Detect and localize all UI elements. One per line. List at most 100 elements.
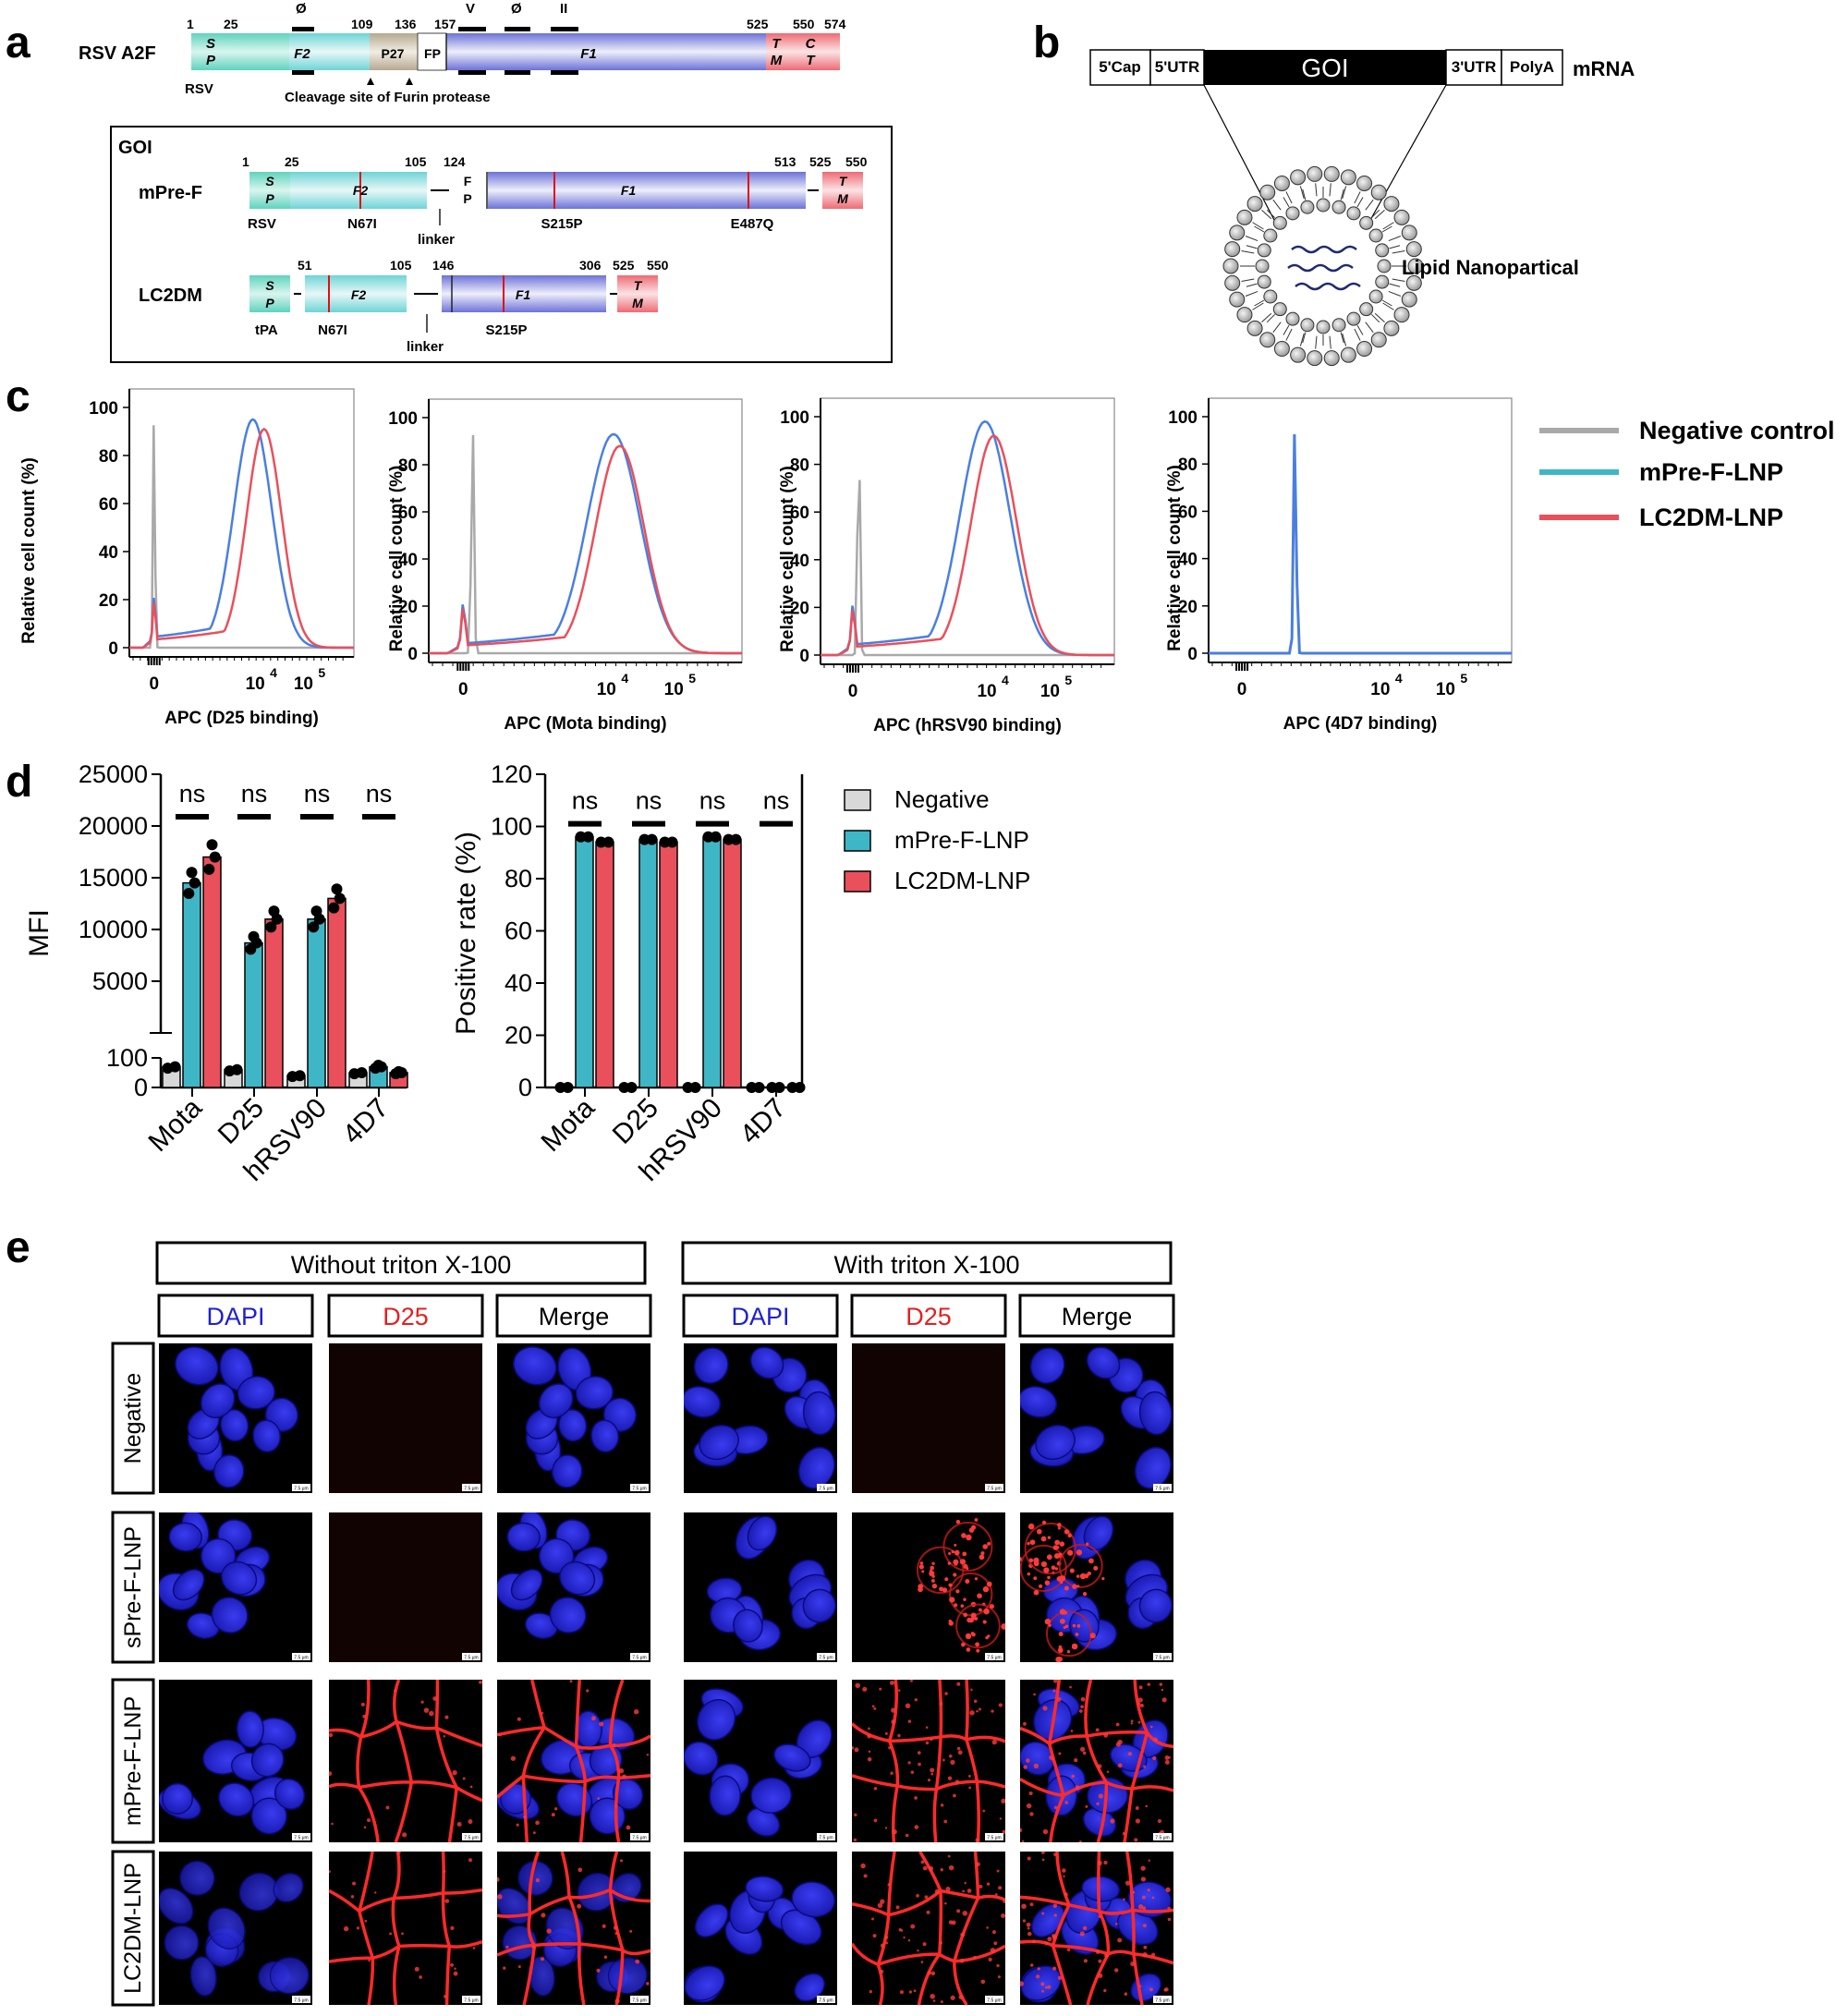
y-tick-label: 40 bbox=[505, 969, 532, 997]
y-axis-label: Relative cell count (%) bbox=[1165, 465, 1185, 651]
puncta bbox=[1076, 1624, 1081, 1628]
y-axis-label: Relative cell count (%) bbox=[778, 466, 797, 652]
puncta bbox=[385, 1805, 390, 1810]
membrane-edge bbox=[978, 1894, 1005, 1902]
membrane-edge bbox=[394, 1891, 444, 1901]
puncta bbox=[619, 1859, 624, 1863]
panel-e-microscopy: Without triton X-100 With triton X-100 DAP… bbox=[111, 1241, 1175, 2007]
cell-outline bbox=[955, 1603, 1001, 1649]
y-tick-label: 40 bbox=[398, 551, 418, 570]
nucleus bbox=[794, 1973, 825, 2002]
puncta bbox=[969, 1710, 975, 1716]
y-tick-label: 20000 bbox=[79, 812, 148, 840]
puncta bbox=[869, 1990, 872, 1994]
data-point bbox=[666, 836, 678, 848]
puncta bbox=[1098, 1793, 1103, 1799]
puncta bbox=[1020, 1828, 1023, 1833]
puncta bbox=[957, 1750, 963, 1755]
puncta bbox=[423, 1707, 430, 1713]
x-tick-label: 10 bbox=[597, 680, 616, 699]
membrane-edge bbox=[934, 1736, 942, 1790]
puncta bbox=[939, 1941, 942, 1945]
puncta bbox=[1079, 1931, 1085, 1937]
channel-header: D25 bbox=[906, 1303, 952, 1330]
data-point bbox=[626, 1082, 638, 1093]
row-header-box bbox=[111, 1850, 155, 2007]
data-point bbox=[268, 905, 280, 917]
puncta bbox=[1047, 1575, 1051, 1580]
puncta bbox=[535, 1820, 540, 1826]
puncta bbox=[1145, 1804, 1148, 1808]
puncta bbox=[974, 1616, 979, 1621]
membrane-edge bbox=[1020, 1778, 1064, 1797]
membrane-edge bbox=[609, 1888, 650, 1903]
puncta bbox=[633, 1709, 639, 1715]
puncta bbox=[1059, 1609, 1066, 1615]
lipid-tail bbox=[1252, 302, 1264, 310]
micrograph-tile: 7.5 μm bbox=[684, 1512, 837, 1662]
puncta bbox=[1033, 1693, 1036, 1696]
puncta bbox=[1075, 1785, 1080, 1791]
lipid-head bbox=[1405, 274, 1422, 291]
membrane-edge bbox=[528, 1852, 541, 1914]
pos-label: 25 bbox=[285, 154, 299, 169]
membrane-edge bbox=[497, 1725, 545, 1737]
lipid-tail bbox=[1354, 191, 1361, 204]
membrane-edge bbox=[1047, 1743, 1065, 1796]
puncta bbox=[1165, 1887, 1171, 1893]
tile-content bbox=[159, 1710, 306, 1835]
x-tick-label: 10 bbox=[1040, 682, 1060, 701]
puncta bbox=[468, 1819, 473, 1825]
lipid-tail bbox=[1389, 245, 1401, 249]
nucleus bbox=[558, 1409, 588, 1442]
nucleus bbox=[1083, 1515, 1114, 1551]
tile-content bbox=[329, 1852, 482, 2005]
puncta bbox=[1033, 1763, 1040, 1769]
puncta bbox=[867, 1756, 872, 1762]
membrane-edge bbox=[394, 1781, 414, 1842]
puncta bbox=[517, 1965, 521, 1969]
puncta bbox=[996, 1963, 1000, 1968]
lipid-tail bbox=[1388, 290, 1402, 297]
seg-text: T bbox=[772, 36, 782, 52]
y-tick-label: 60 bbox=[1178, 503, 1198, 522]
lipid-head bbox=[1273, 341, 1290, 358]
puncta bbox=[1002, 1829, 1005, 1834]
membrane-edge bbox=[523, 1774, 586, 1784]
curve-all-groups bbox=[1209, 433, 1512, 655]
curve-negative bbox=[429, 434, 742, 655]
puncta bbox=[1110, 1818, 1115, 1824]
puncta bbox=[1101, 1577, 1105, 1581]
nucleus bbox=[1086, 1346, 1121, 1379]
puncta bbox=[1044, 1941, 1049, 1946]
puncta bbox=[1038, 1584, 1043, 1588]
puncta bbox=[948, 1551, 952, 1555]
membrane-edge bbox=[574, 1745, 587, 1782]
puncta bbox=[1046, 1554, 1052, 1561]
pos-label: 550 bbox=[647, 258, 669, 273]
membrane-edge bbox=[567, 1896, 581, 1945]
puncta bbox=[989, 1604, 995, 1609]
legend-text: Negative bbox=[894, 785, 990, 813]
micrograph-tile: 7.5 μm bbox=[159, 1852, 312, 2005]
micrograph-tile: 7.5 μm bbox=[497, 1680, 650, 1842]
lipid-head bbox=[1300, 318, 1315, 333]
seg-text: S bbox=[265, 278, 274, 293]
scale-bar bbox=[292, 1484, 310, 1491]
lipid-tail bbox=[1354, 328, 1361, 341]
lipid-head bbox=[1236, 209, 1253, 225]
puncta bbox=[1062, 1868, 1066, 1873]
puncta bbox=[965, 1578, 970, 1585]
puncta bbox=[1042, 1706, 1048, 1711]
x-tick-label: 0 bbox=[458, 680, 468, 699]
lipid-head bbox=[1290, 346, 1307, 363]
tile-content bbox=[706, 1515, 836, 1651]
puncta bbox=[1041, 1989, 1044, 1993]
puncta bbox=[930, 1993, 935, 1999]
puncta bbox=[1097, 1764, 1102, 1769]
puncta bbox=[360, 1702, 365, 1706]
x-tick-label: 10 bbox=[1436, 680, 1455, 699]
seg-text: M bbox=[632, 296, 643, 310]
puncta bbox=[479, 1680, 482, 1684]
